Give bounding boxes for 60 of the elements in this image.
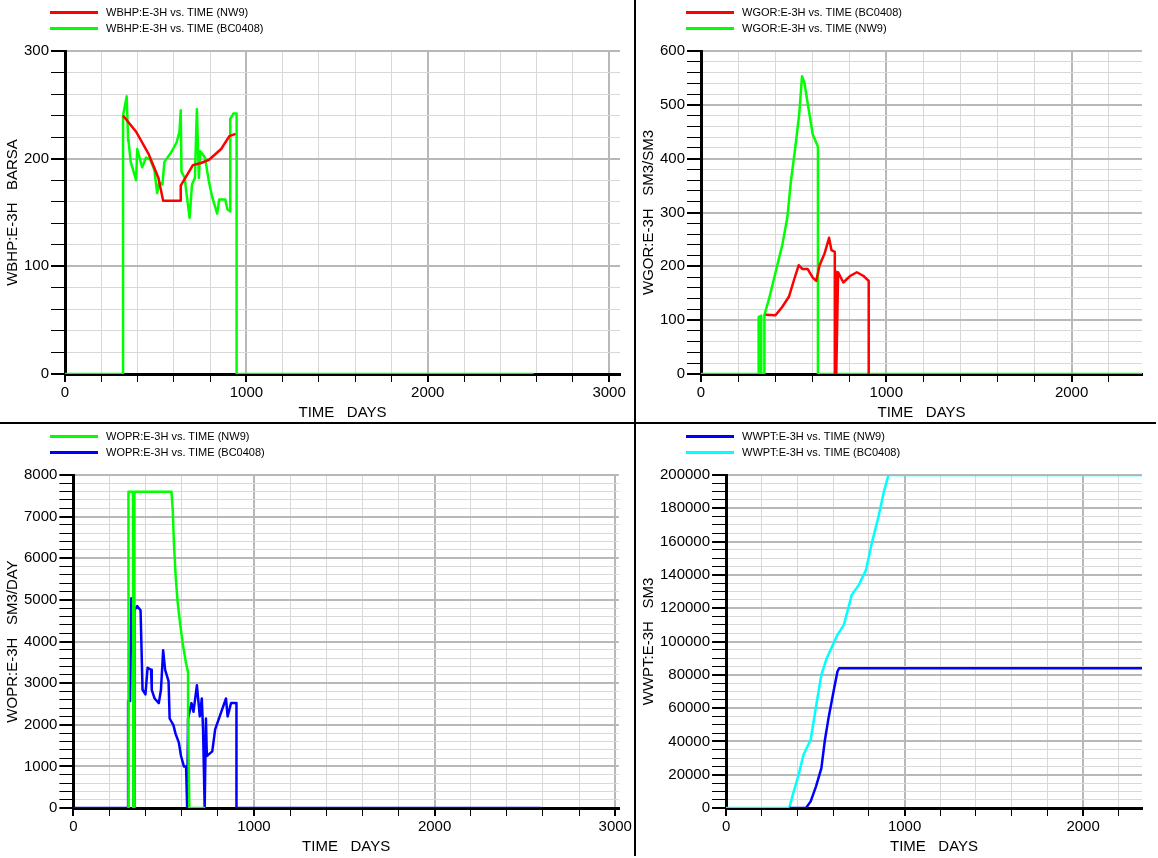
- y-tick-label: 600: [660, 41, 686, 59]
- y-tick-label: 1000: [23, 756, 58, 774]
- y-tick-label: 0: [676, 364, 686, 382]
- y-tick-label: 7000: [23, 506, 58, 524]
- x-tick-label: 1000: [869, 383, 903, 401]
- y-tick-label: 20000: [668, 764, 711, 782]
- y-tick-label: 4000: [23, 631, 58, 649]
- x-tick-label: 1000: [229, 383, 264, 401]
- x-tick-label: 2000: [417, 817, 452, 835]
- legend-label: WGOR:E-3H vs. TIME (BC0408): [742, 5, 902, 20]
- legend-label: WGOR:E-3H vs. TIME (NW9): [742, 21, 887, 36]
- y-tick-label: 40000: [668, 731, 711, 749]
- x-tick-label: 3000: [598, 817, 632, 835]
- x-axis-title: TIME DAYS: [877, 403, 966, 421]
- y-tick-label: 6000: [23, 548, 58, 566]
- legend-label: WWPT:E-3H vs. TIME (BC0408): [742, 445, 901, 460]
- x-tick-label: 0: [60, 383, 70, 401]
- x-tick-label: 2000: [1066, 817, 1100, 835]
- y-axis-title: WGOR:E-3H SM3/SM3: [639, 129, 657, 296]
- y-tick-label: 100000: [659, 631, 711, 649]
- y-tick-label: 60000: [668, 698, 711, 716]
- x-tick-label: 2000: [1054, 383, 1089, 401]
- y-tick-label: 200: [660, 256, 686, 274]
- x-tick-label: 1000: [237, 817, 271, 835]
- y-tick-label: 300: [24, 41, 50, 59]
- y-tick-label: 2000: [23, 714, 58, 732]
- legend-label: WWPT:E-3H vs. TIME (NW9): [742, 429, 885, 444]
- y-tick-label: 100: [660, 310, 686, 328]
- y-tick-label: 80000: [668, 664, 711, 682]
- x-axis-title: TIME DAYS: [298, 403, 387, 421]
- y-tick-label: 300: [660, 202, 686, 220]
- y-tick-label: 120000: [659, 598, 711, 616]
- y-tick-label: 500: [660, 94, 686, 112]
- x-tick-label: 3000: [592, 383, 626, 401]
- y-axis-title: WBHP:E-3H BARSA: [3, 139, 21, 286]
- y-axis-title: WWPT:E-3H SM3: [639, 577, 657, 706]
- y-tick-label: 140000: [659, 565, 711, 583]
- y-tick-label: 3000: [23, 673, 58, 691]
- x-tick-label: 2000: [411, 383, 445, 401]
- y-tick-label: 200: [24, 148, 50, 166]
- legend-label: WOPR:E-3H vs. TIME (BC0408): [106, 445, 265, 460]
- x-axis-title: TIME DAYS: [302, 837, 391, 855]
- y-tick-label: 400: [660, 148, 686, 166]
- y-tick-label: 200000: [659, 465, 711, 483]
- y-tick-label: 0: [701, 798, 711, 816]
- legend-label: WBHP:E-3H vs. TIME (NW9): [106, 5, 249, 20]
- y-tick-label: 0: [49, 798, 58, 816]
- legend-label: WBHP:E-3H vs. TIME (BC0408): [106, 21, 264, 36]
- y-tick-label: 0: [40, 364, 50, 382]
- y-tick-label: 160000: [659, 531, 711, 549]
- x-axis-title: TIME DAYS: [889, 837, 979, 855]
- y-axis-title: WOPR:E-3H SM3/DAY: [3, 560, 21, 723]
- y-tick-label: 8000: [23, 465, 58, 483]
- legend-label: WOPR:E-3H vs. TIME (NW9): [106, 429, 250, 444]
- x-tick-label: 0: [721, 817, 731, 835]
- y-tick-label: 100: [24, 256, 50, 274]
- x-tick-label: 0: [69, 817, 78, 835]
- x-tick-label: 1000: [887, 817, 922, 835]
- y-tick-label: 5000: [23, 590, 58, 608]
- y-tick-label: 180000: [659, 498, 711, 516]
